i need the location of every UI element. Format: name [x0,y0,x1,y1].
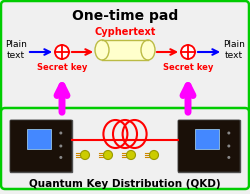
Text: Quantum Key Distribution (QKD): Quantum Key Distribution (QKD) [29,179,221,189]
Circle shape [104,151,112,159]
Circle shape [59,156,62,159]
Circle shape [227,132,230,134]
Circle shape [59,132,62,134]
Bar [195,129,219,149]
Circle shape [80,151,90,159]
Circle shape [227,156,230,159]
Bar [10,120,72,172]
Circle shape [55,45,69,59]
Circle shape [227,145,230,147]
Text: Secret key: Secret key [37,62,87,72]
FancyBboxPatch shape [1,108,249,189]
Text: Cyphertext: Cyphertext [94,27,156,37]
Bar [102,40,148,60]
FancyBboxPatch shape [1,1,249,112]
Ellipse shape [141,40,155,60]
Text: Plain
text: Plain text [223,40,245,60]
Circle shape [59,145,62,147]
Text: Plain
text: Plain text [5,40,27,60]
Bar [27,129,51,149]
Text: Secret key: Secret key [163,62,213,72]
FancyBboxPatch shape [10,120,72,172]
Bar [178,120,240,172]
FancyBboxPatch shape [178,120,240,172]
Circle shape [126,151,136,159]
Text: One-time pad: One-time pad [72,9,178,23]
Circle shape [181,45,195,59]
Ellipse shape [95,40,109,60]
Circle shape [150,151,158,159]
